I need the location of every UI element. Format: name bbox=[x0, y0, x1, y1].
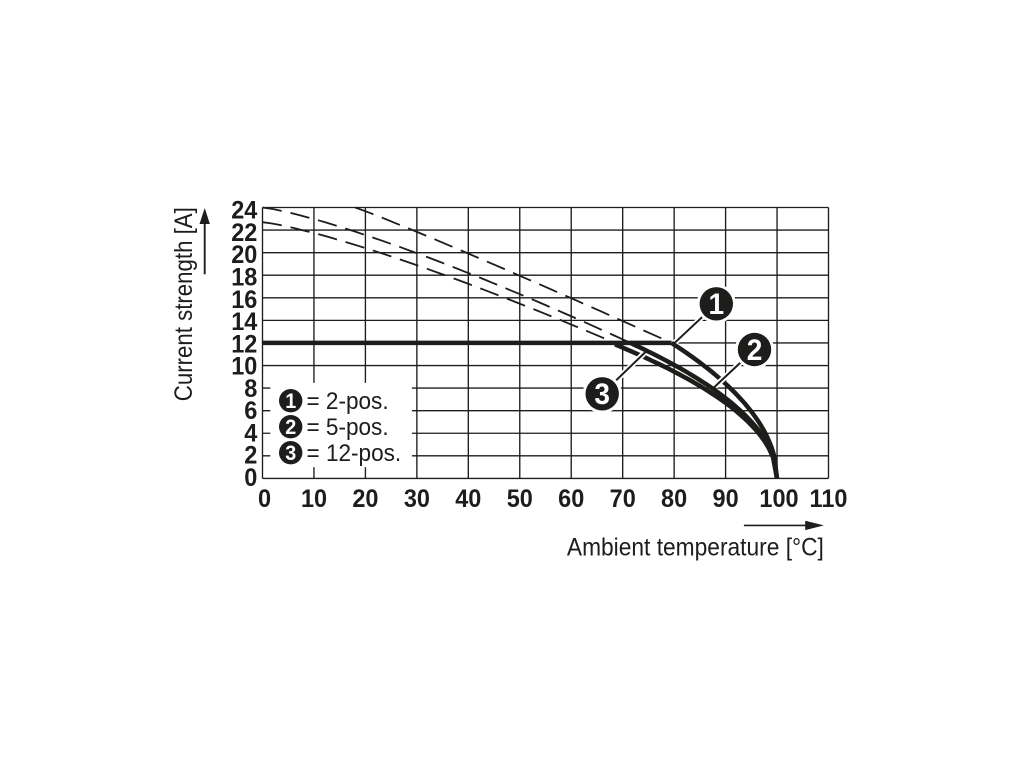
svg-text:4: 4 bbox=[244, 419, 257, 447]
svg-text:Ambient temperature [°C]: Ambient temperature [°C] bbox=[567, 533, 824, 561]
svg-text:60: 60 bbox=[558, 485, 584, 513]
svg-text:20: 20 bbox=[231, 241, 257, 269]
svg-text:Current strength [A]: Current strength [A] bbox=[170, 207, 198, 401]
svg-text:2: 2 bbox=[747, 334, 763, 367]
svg-text:40: 40 bbox=[455, 485, 481, 513]
svg-text:30: 30 bbox=[404, 485, 430, 513]
svg-text:10: 10 bbox=[231, 353, 257, 381]
svg-text:110: 110 bbox=[810, 485, 848, 513]
svg-text:= 5-pos.: = 5-pos. bbox=[307, 414, 389, 441]
svg-text:18: 18 bbox=[231, 264, 257, 292]
svg-text:12: 12 bbox=[231, 330, 257, 358]
svg-text:50: 50 bbox=[507, 485, 533, 513]
svg-text:= 12-pos.: = 12-pos. bbox=[307, 440, 402, 467]
svg-text:0: 0 bbox=[244, 464, 257, 492]
svg-text:0: 0 bbox=[258, 485, 271, 513]
svg-text:90: 90 bbox=[713, 485, 739, 513]
svg-text:20: 20 bbox=[352, 485, 378, 513]
svg-text:1: 1 bbox=[285, 390, 296, 413]
svg-text:2: 2 bbox=[244, 442, 257, 470]
svg-text:10: 10 bbox=[301, 485, 327, 513]
svg-text:= 2-pos.: = 2-pos. bbox=[307, 388, 389, 415]
svg-text:3: 3 bbox=[285, 442, 296, 465]
svg-text:14: 14 bbox=[231, 308, 257, 336]
svg-text:8: 8 bbox=[244, 375, 257, 403]
svg-text:16: 16 bbox=[231, 286, 257, 314]
svg-text:100: 100 bbox=[759, 485, 798, 513]
svg-text:70: 70 bbox=[610, 485, 636, 513]
svg-text:3: 3 bbox=[594, 378, 610, 411]
svg-text:24: 24 bbox=[231, 197, 257, 225]
svg-text:2: 2 bbox=[285, 416, 296, 439]
svg-text:80: 80 bbox=[661, 485, 687, 513]
svg-text:6: 6 bbox=[244, 397, 257, 425]
svg-text:22: 22 bbox=[231, 219, 257, 247]
svg-text:1: 1 bbox=[709, 288, 725, 321]
